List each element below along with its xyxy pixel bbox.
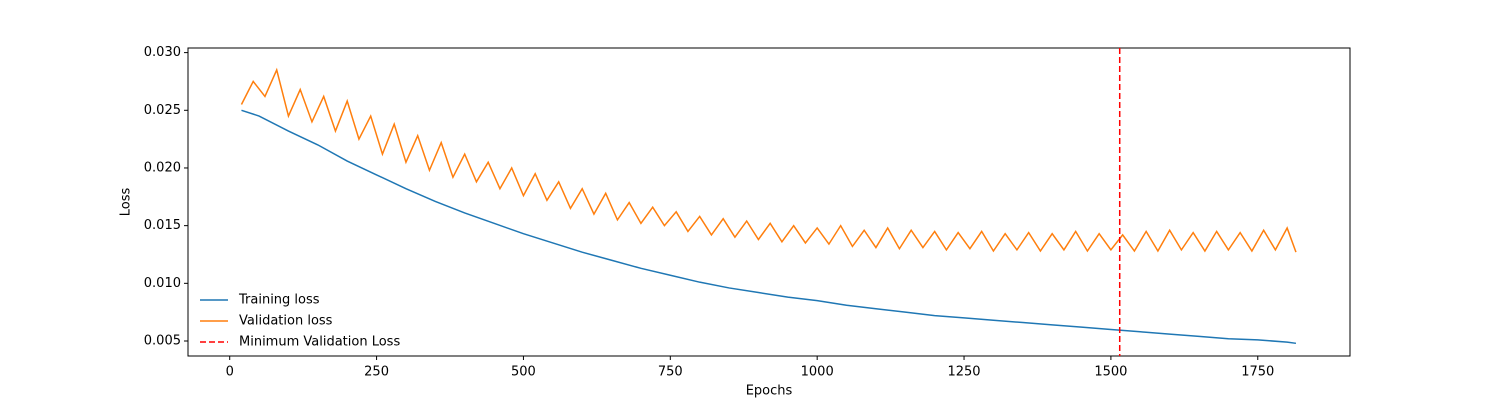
legend-label: Minimum Validation Loss xyxy=(239,335,400,350)
x-tick-label: 0 xyxy=(226,365,234,380)
data-line xyxy=(241,109,1297,345)
x-tick-label: 1500 xyxy=(1094,365,1127,380)
x-tick-label: 1750 xyxy=(1241,365,1274,380)
y-axis-label: Loss xyxy=(119,188,134,217)
plot-frame xyxy=(187,47,1351,357)
legend-label: Validation loss xyxy=(239,314,333,329)
data-line xyxy=(240,67,1297,253)
y-tick-label: 0.015 xyxy=(144,218,181,233)
x-tick-label: 1000 xyxy=(801,365,834,380)
legend-label: Training loss xyxy=(238,293,320,308)
x-tick-label: 250 xyxy=(364,365,389,380)
y-tick-label: 0.030 xyxy=(144,45,181,60)
y-tick-label: 0.020 xyxy=(144,160,181,175)
x-tick-label: 750 xyxy=(658,365,683,380)
x-tick-label: 500 xyxy=(511,365,536,380)
x-tick-label: 1250 xyxy=(947,365,980,380)
x-axis-label: Epochs xyxy=(746,384,793,399)
y-tick-label: 0.005 xyxy=(144,334,181,349)
y-tick-label: 0.010 xyxy=(144,276,181,291)
y-tick-label: 0.025 xyxy=(144,103,181,118)
